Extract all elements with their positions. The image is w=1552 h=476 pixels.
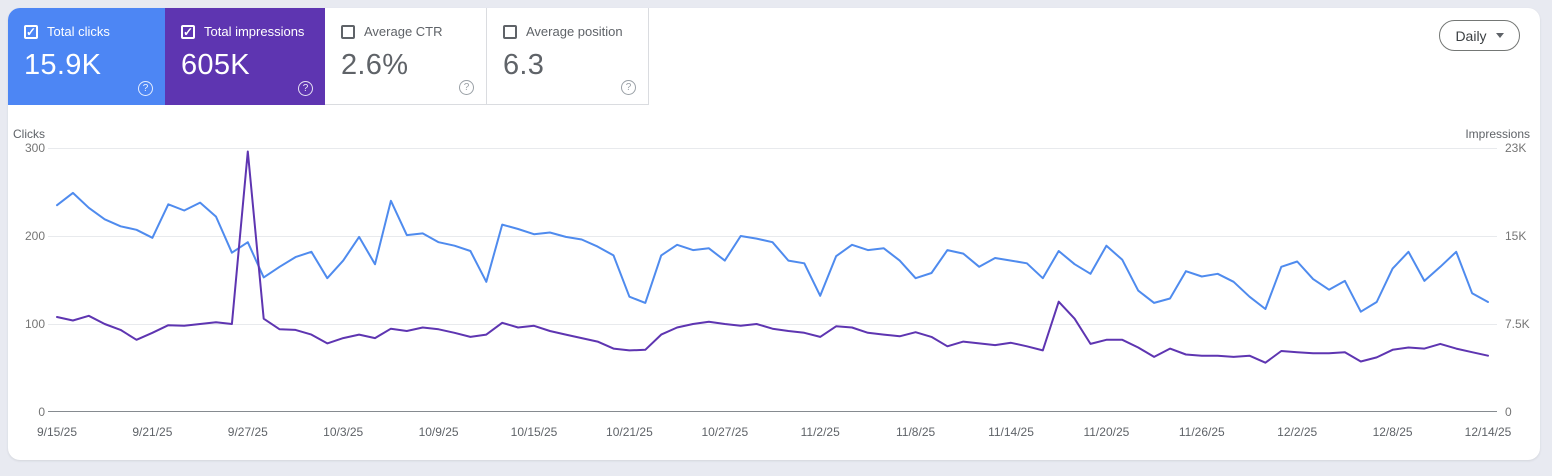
axis-tick-label: 15K	[1505, 229, 1527, 243]
x-axis-ticks: 9/15/25 9/21/25 9/27/25 10/3/25 10/9/25 10/15…	[37, 425, 1511, 441]
performance-panel: ✓ Total clicks 15.9K ? ✓ Total impressio…	[8, 8, 1540, 460]
series-line-impressions	[56, 150, 1489, 364]
metric-value: 2.6%	[341, 49, 409, 81]
metric-card-average-position[interactable]: Average position 6.3 ?	[487, 8, 649, 105]
metric-label: Total clicks	[47, 24, 110, 39]
x-axis-tick-label: 11/2/25	[800, 425, 840, 439]
granularity-dropdown[interactable]: Daily	[1439, 20, 1520, 51]
metric-card-total-clicks[interactable]: ✓ Total clicks 15.9K ?	[8, 8, 165, 105]
help-icon[interactable]: ?	[459, 80, 474, 95]
help-icon[interactable]: ?	[298, 81, 313, 96]
granularity-selected-value: Daily	[1455, 27, 1487, 44]
checkbox-checked-icon[interactable]: ✓	[24, 24, 38, 39]
x-axis-tick-label: 9/21/25	[132, 425, 173, 439]
checkbox-unchecked-icon[interactable]	[503, 24, 517, 39]
metric-label: Total impressions	[204, 24, 305, 39]
help-icon[interactable]: ?	[621, 80, 636, 95]
right-axis-title: Impressions	[1465, 127, 1530, 141]
metric-label: Average position	[526, 24, 623, 39]
x-axis-tick-label: 10/9/25	[418, 425, 459, 439]
axis-tick-label: 0	[38, 405, 45, 419]
checkbox-unchecked-icon[interactable]	[341, 24, 355, 39]
chart-svg[interactable]	[48, 148, 1497, 412]
metric-value: 605K	[181, 49, 250, 81]
x-axis-tick-label: 11/20/25	[1083, 425, 1130, 439]
chevron-down-icon	[1495, 33, 1504, 38]
x-axis-tick-label: 10/21/25	[606, 425, 653, 439]
metric-value: 15.9K	[24, 49, 102, 81]
axis-tick-label: 100	[24, 317, 45, 331]
x-axis-tick-label: 10/27/25	[701, 425, 749, 439]
x-axis-tick-label: 11/26/25	[1178, 425, 1225, 439]
checkbox-checked-icon[interactable]: ✓	[181, 24, 195, 39]
axis-tick-label: 200	[24, 229, 45, 243]
metric-card-total-impressions[interactable]: ✓ Total impressions 605K ?	[165, 8, 325, 105]
help-icon[interactable]: ?	[138, 81, 153, 96]
axis-tick-label: 0	[1505, 405, 1512, 419]
left-axis-title: Clicks	[13, 127, 45, 141]
metric-card-average-ctr[interactable]: Average CTR 2.6% ?	[325, 8, 487, 105]
x-axis-tick-label: 9/27/25	[227, 425, 268, 439]
x-axis-tick-label: 10/3/25	[323, 425, 364, 439]
x-axis-tick-label: 11/8/25	[896, 425, 936, 439]
right-axis-ticks: 23K 15K 7.5K 0	[1505, 141, 1539, 419]
axis-tick-label: 300	[24, 141, 45, 155]
x-axis-tick-label: 9/15/25	[36, 425, 78, 439]
x-axis-tick-label: 11/14/25	[988, 425, 1034, 439]
metric-cards-row: ✓ Total clicks 15.9K ? ✓ Total impressio…	[8, 8, 649, 105]
x-axis-tick-label: 10/15/25	[510, 425, 558, 439]
axis-tick-label: 23K	[1505, 141, 1527, 155]
axis-tick-label: 7.5K	[1505, 317, 1530, 331]
x-axis-tick-label: 12/2/25	[1277, 425, 1318, 439]
metric-label: Average CTR	[364, 24, 443, 39]
x-axis-tick-label: 12/8/25	[1372, 425, 1413, 439]
x-axis-tick-label: 12/14/25	[1464, 425, 1512, 439]
series-line-clicks	[56, 191, 1489, 313]
metric-value: 6.3	[503, 49, 545, 81]
performance-line-chart[interactable]	[48, 148, 1497, 412]
left-axis-ticks: 300 200 100 0	[8, 141, 45, 419]
